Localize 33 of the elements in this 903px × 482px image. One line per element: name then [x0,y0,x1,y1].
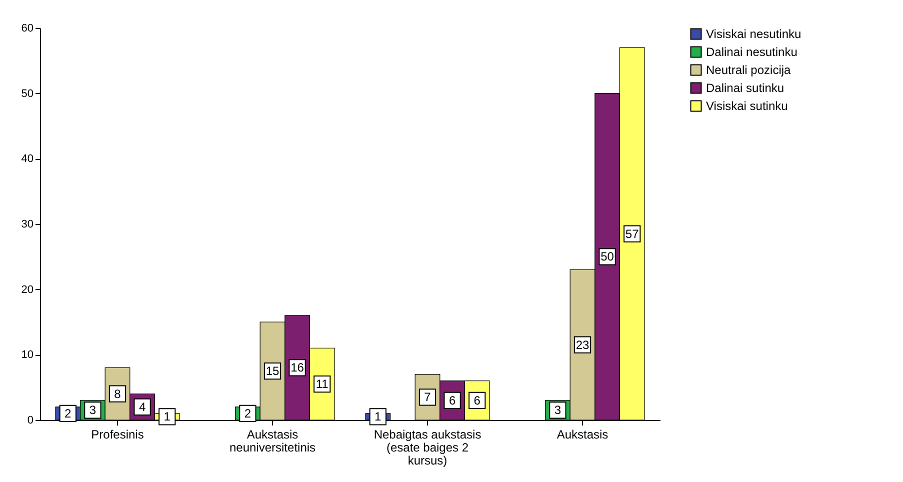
legend-label: Neutrali pozicija [706,63,792,77]
data-label: 16 [290,360,304,375]
x-tick-label: Nebaigtas aukstasis (esate baiges 2 kursus) [374,428,482,468]
data-label: 11 [316,377,329,392]
y-tick-label: 30 [21,218,34,230]
legend-label: Dalinai nesutinku [706,45,798,59]
y-tick-label: 60 [21,22,34,34]
data-label: 3 [554,403,562,418]
data-label: 6 [474,393,481,408]
data-label: 1 [374,410,382,424]
data-label: 23 [576,338,590,352]
data-label: 6 [448,393,456,408]
data-label: 15 [266,364,280,378]
legend-label: Visiskai nesutinku [706,27,802,41]
legend-label: Dalinai sutinku [706,81,784,95]
data-label: 7 [424,390,432,404]
data-label: 3 [89,403,96,418]
data-label: 50 [600,250,614,264]
y-tick-label: 10 [21,349,34,362]
data-label: 8 [114,386,122,401]
data-label: 57 [625,226,640,241]
x-tick-label: Aukstasis [556,428,608,442]
data-label: 1 [164,410,171,424]
x-tick-label: Aukstasis neuniversitetinis [229,428,316,454]
legend-label: Visiskai sutinku [706,99,788,113]
data-label: 2 [244,406,252,420]
data-label: 4 [138,400,146,414]
data-label: 2 [64,406,72,420]
y-tick-label: 40 [21,153,34,166]
x-tick-label: Profesinis [91,428,144,442]
y-tick-label: 20 [21,284,34,296]
y-tick-label: 0 [27,414,34,426]
y-tick-label: 50 [21,88,34,100]
